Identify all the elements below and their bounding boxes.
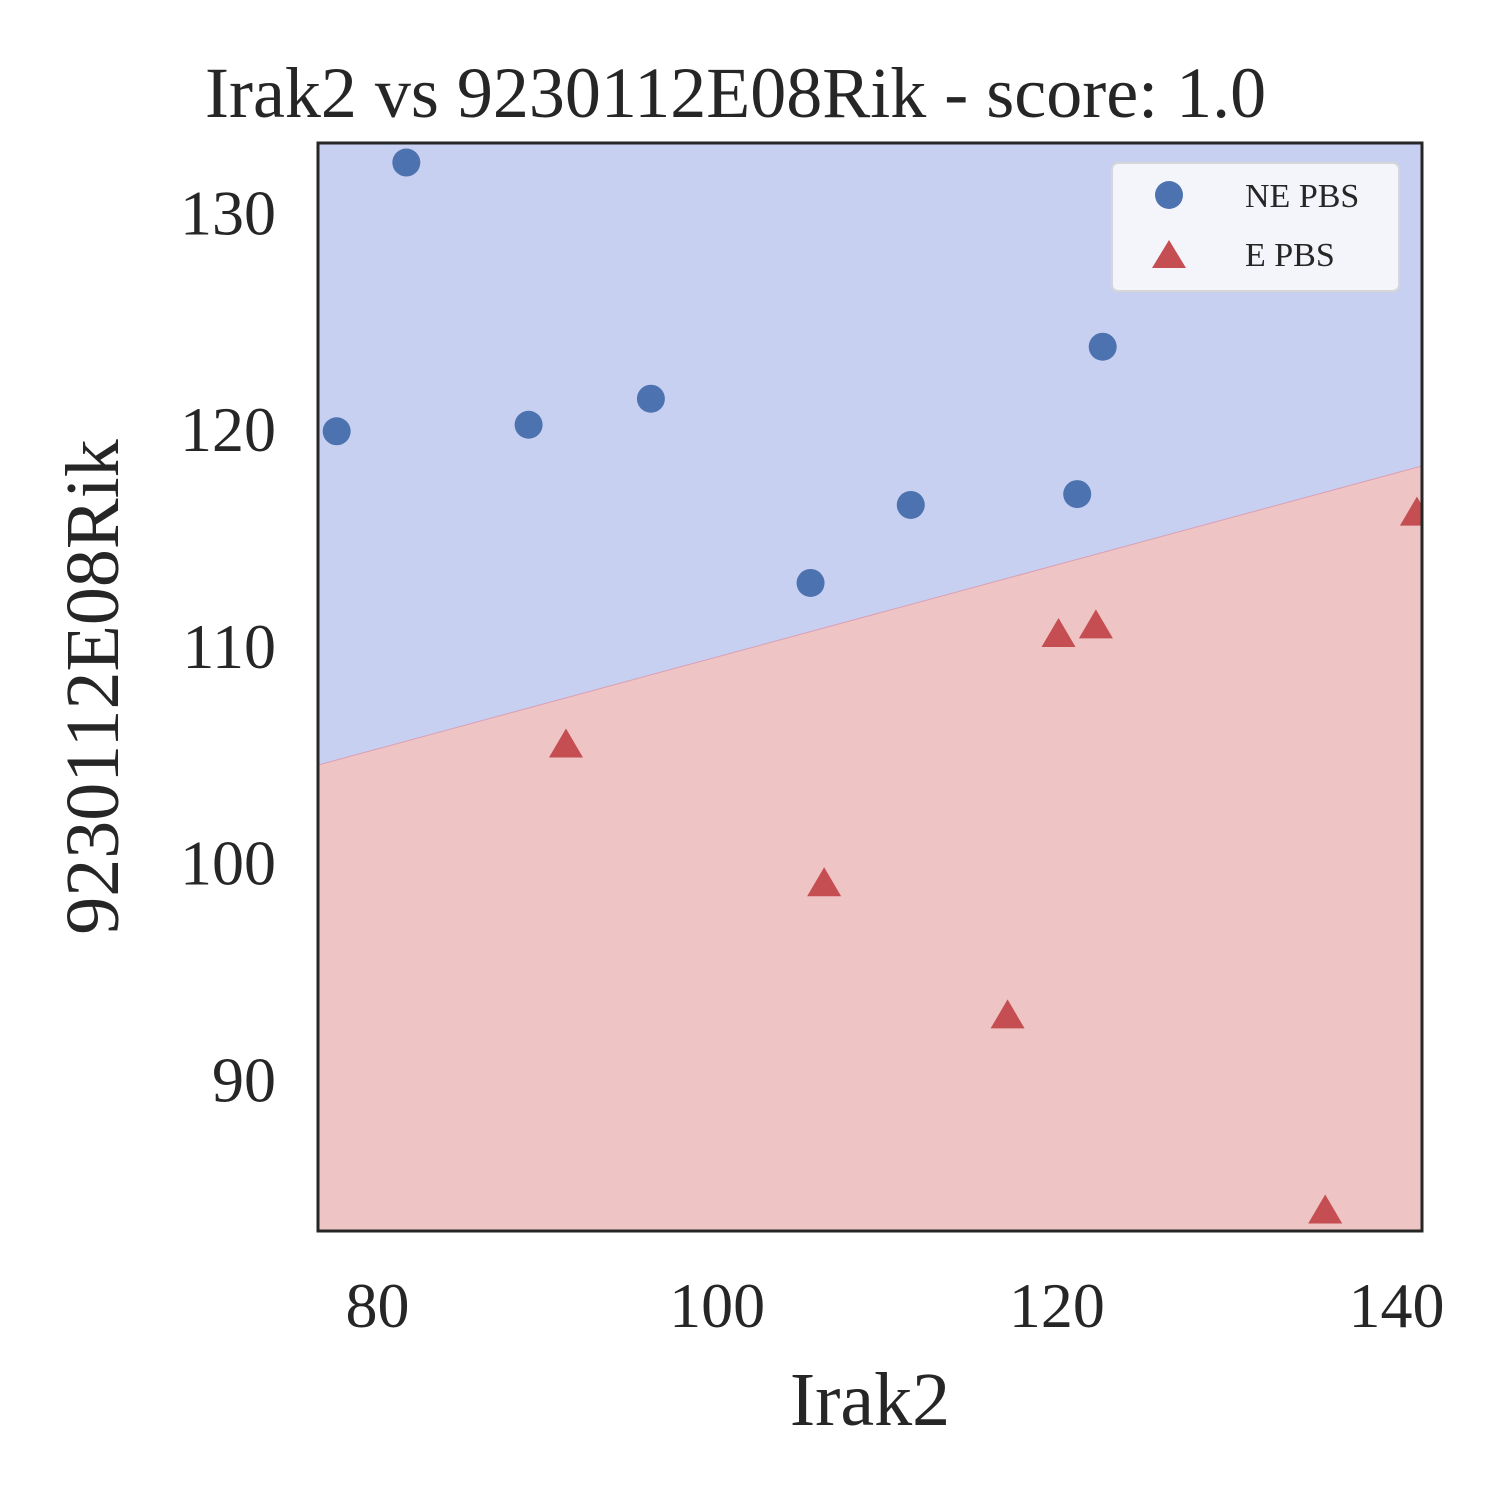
x-axis-label: Irak2 [790, 1358, 950, 1442]
data-point-e-pbs [1041, 617, 1076, 647]
y-tick-label: 120 [180, 394, 276, 465]
y-tick-label: 100 [180, 828, 276, 899]
x-tick-labels: 80 100 120 140 [345, 1270, 1444, 1341]
x-tick-label: 140 [1349, 1270, 1445, 1341]
points-layer [322, 148, 1422, 1224]
legend-box [1111, 162, 1400, 292]
data-point-e-pbs [990, 999, 1025, 1029]
data-point-e-pbs [807, 867, 842, 897]
y-tick-label: 130 [180, 177, 276, 248]
region-upper [318, 143, 1422, 766]
legend-marker-ne-pbs [1155, 181, 1183, 209]
legend-label-e-pbs: E PBS [1245, 237, 1335, 274]
data-point-ne-pbs [896, 490, 925, 519]
legend: NE PBS E PBS [1111, 162, 1400, 292]
data-point-e-pbs [1308, 1194, 1343, 1224]
y-tick-label: 110 [182, 611, 276, 682]
data-point-ne-pbs [514, 410, 543, 439]
data-point-ne-pbs [392, 148, 421, 177]
data-point-ne-pbs [322, 417, 351, 446]
x-tick-label: 80 [345, 1270, 409, 1341]
y-tick-labels: 90 100 110 120 130 [180, 177, 276, 1115]
data-point-e-pbs [548, 728, 583, 758]
legend-label-ne-pbs: NE PBS [1245, 178, 1359, 215]
data-point-ne-pbs [796, 568, 825, 597]
chart-title: Irak2 vs 9230112E08Rik - score: 1.0 [205, 53, 1266, 133]
decision-boundary [317, 465, 1423, 766]
plot-area [317, 143, 1423, 1232]
plot-frame [316, 141, 1424, 1233]
data-point-e-pbs [1399, 496, 1422, 526]
data-point-e-pbs [1078, 609, 1113, 639]
y-axis-label: 9230112E08Rik [51, 439, 135, 934]
y-tick-label: 90 [212, 1044, 276, 1115]
x-tick-label: 120 [1009, 1270, 1105, 1341]
data-point-ne-pbs [1063, 480, 1092, 509]
data-point-ne-pbs [636, 384, 665, 413]
region-lower [318, 465, 1422, 1232]
legend-marker-e-pbs [1152, 240, 1186, 268]
data-point-ne-pbs [1088, 332, 1117, 361]
x-tick-label: 100 [669, 1270, 765, 1341]
